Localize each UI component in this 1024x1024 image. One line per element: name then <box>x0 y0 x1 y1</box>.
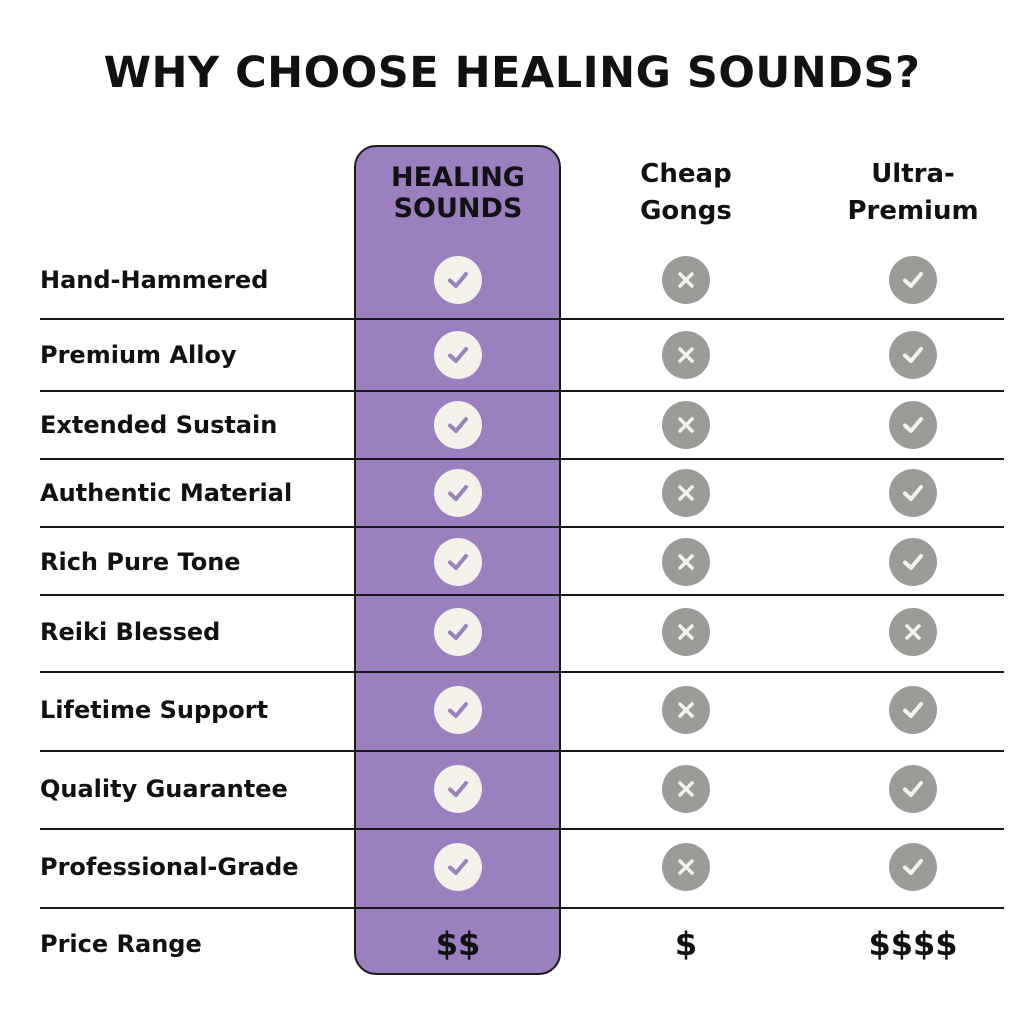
x-icon <box>662 686 710 734</box>
column-header-cheap-gongs: Cheap Gongs <box>576 156 796 230</box>
row-divider <box>40 594 1004 596</box>
feature-label: Rich Pure Tone <box>40 548 241 576</box>
column-header-line: HEALING <box>391 162 525 193</box>
check-icon <box>434 401 482 449</box>
x-icon <box>662 765 710 813</box>
column-header-line: Cheap <box>640 159 732 189</box>
feature-label: Reiki Blessed <box>40 618 221 646</box>
row-divider <box>40 390 1004 392</box>
check-icon <box>889 401 937 449</box>
row-divider <box>40 828 1004 830</box>
row-divider <box>40 318 1004 320</box>
x-icon <box>662 538 710 586</box>
feature-label: Extended Sustain <box>40 411 278 439</box>
feature-label: Lifetime Support <box>40 696 269 724</box>
feature-label: Hand-Hammered <box>40 266 269 294</box>
page-title: WHY CHOOSE HEALING SOUNDS? <box>103 48 921 98</box>
check-icon <box>434 686 482 734</box>
price-value: $$ <box>435 925 481 963</box>
x-icon <box>662 608 710 656</box>
check-icon <box>889 331 937 379</box>
row-divider <box>40 907 1004 909</box>
check-icon <box>434 331 482 379</box>
check-icon <box>434 538 482 586</box>
check-icon <box>434 469 482 517</box>
column-header-ultra-premium: Ultra- Premium <box>803 156 1023 230</box>
check-icon <box>434 765 482 813</box>
row-divider <box>40 750 1004 752</box>
x-icon <box>662 256 710 304</box>
column-header-line: Ultra- <box>871 159 955 189</box>
price-value: $$$$ <box>868 925 958 963</box>
row-divider <box>40 458 1004 460</box>
feature-label: Premium Alloy <box>40 341 237 369</box>
x-icon <box>662 843 710 891</box>
row-divider <box>40 526 1004 528</box>
x-icon <box>662 401 710 449</box>
feature-label: Quality Guarantee <box>40 775 288 803</box>
check-icon <box>889 765 937 813</box>
column-header-line: Gongs <box>640 196 732 226</box>
check-icon <box>434 843 482 891</box>
x-icon <box>889 608 937 656</box>
check-icon <box>889 538 937 586</box>
feature-label: Professional-Grade <box>40 853 299 881</box>
check-icon <box>889 686 937 734</box>
x-icon <box>662 469 710 517</box>
row-divider <box>40 671 1004 673</box>
column-header-healing-sounds: HEALING SOUNDS <box>348 162 568 224</box>
x-icon <box>662 331 710 379</box>
check-icon <box>434 256 482 304</box>
column-header-line: Premium <box>847 196 979 226</box>
check-icon <box>434 608 482 656</box>
price-value: $ <box>674 925 698 963</box>
check-icon <box>889 843 937 891</box>
check-icon <box>889 469 937 517</box>
feature-label: Authentic Material <box>40 479 293 507</box>
check-icon <box>889 256 937 304</box>
price-label: Price Range <box>40 930 202 958</box>
column-header-line: SOUNDS <box>393 193 523 224</box>
